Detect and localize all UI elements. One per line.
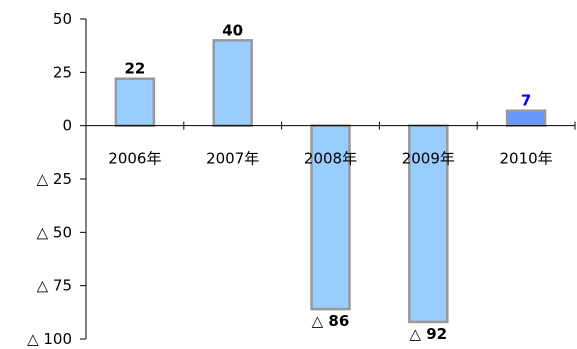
data-label: 7	[521, 92, 531, 110]
bar	[212, 39, 253, 127]
bars	[114, 39, 547, 324]
data-labels: 22 40 △ 86 △ 92 7	[124, 21, 531, 343]
x-category-label: 2006年	[108, 150, 161, 168]
x-axis	[85, 121, 576, 130]
data-label: △ 86	[312, 312, 350, 330]
x-category-label: 2008年	[304, 150, 357, 168]
data-label: 22	[124, 60, 145, 78]
data-label: 40	[222, 21, 243, 39]
x-category-label: 2007年	[206, 150, 259, 168]
data-label: △ 92	[409, 325, 447, 343]
bar	[310, 124, 351, 311]
bar	[114, 77, 156, 127]
x-category-label: 2010年	[500, 150, 553, 168]
x-category-label: 2009年	[402, 150, 455, 168]
y-tick-label: 0	[62, 117, 72, 135]
y-tick-label: 50	[53, 10, 72, 28]
y-tick-label: 25	[53, 63, 72, 81]
category-labels: 2006年 2007年 2008年 2009年 2010年	[108, 150, 552, 168]
y-axis: 50 25 0 △ 25 △ 50 △ 75 △ 100	[27, 10, 87, 348]
y-tick-label: △ 25	[37, 170, 72, 188]
bar	[408, 124, 449, 324]
y-tick-label: △ 50	[37, 223, 72, 241]
y-tick-label: △ 75	[37, 277, 72, 295]
bar	[505, 109, 547, 127]
y-tick-label: △ 100	[27, 330, 72, 348]
